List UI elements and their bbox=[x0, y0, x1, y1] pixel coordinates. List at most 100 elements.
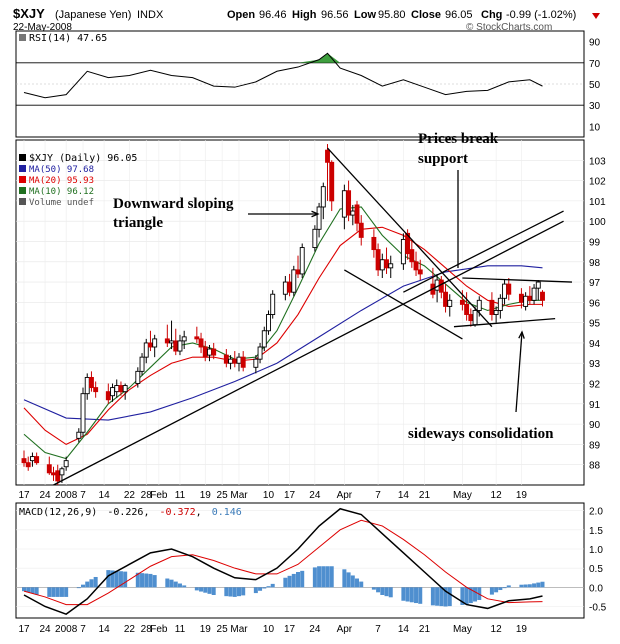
legend-entry: MA(50) 97.68 bbox=[29, 165, 94, 175]
rsi-tick-label: 50 bbox=[589, 80, 601, 91]
macd-sep-2: , bbox=[196, 507, 202, 518]
macd-hist-value: 0.146 bbox=[212, 507, 242, 518]
trendline-consolidation-top bbox=[462, 277, 573, 283]
macd-hist-bar bbox=[464, 587, 469, 605]
macd-hist-bar bbox=[211, 587, 216, 595]
x-tick-label: 17 bbox=[284, 490, 296, 501]
macd-tick-label: 0.5 bbox=[589, 564, 603, 575]
annotation-break: Prices break support bbox=[418, 131, 502, 167]
macd-hist-bar bbox=[371, 587, 376, 590]
candle-down bbox=[118, 385, 124, 393]
x-tick-label-bottom: 24 bbox=[309, 624, 321, 635]
candle-down bbox=[346, 190, 352, 216]
candle-up bbox=[84, 376, 90, 395]
macd-value: -0.226 bbox=[107, 507, 143, 518]
macd-hist-bar bbox=[199, 587, 204, 592]
macd-hist-bar bbox=[498, 587, 503, 591]
macd-hist-bar bbox=[270, 583, 275, 588]
x-tick-label: 7 bbox=[80, 490, 86, 501]
price-tick-label: 98 bbox=[589, 258, 601, 269]
candle-up bbox=[535, 281, 541, 289]
arrow-consolidation bbox=[515, 331, 523, 413]
x-tick-label: 19 bbox=[516, 490, 528, 501]
macd-hist-bar bbox=[182, 585, 187, 588]
legend-swatch bbox=[19, 187, 26, 194]
macd-hist-bar bbox=[140, 573, 145, 588]
candle-up bbox=[143, 342, 149, 358]
candle-up bbox=[59, 468, 65, 476]
legend-swatch bbox=[19, 154, 26, 161]
candle-up bbox=[291, 269, 297, 293]
macd-signal-line bbox=[23, 519, 543, 606]
x-tick-label-bottom: Mar bbox=[230, 624, 248, 635]
macd-hist-bar bbox=[527, 584, 532, 588]
macd-hist-bar bbox=[435, 587, 440, 606]
macd-tick-label: 2.0 bbox=[589, 507, 603, 518]
macd-hist-bar bbox=[287, 575, 292, 588]
macd-hist-bar bbox=[30, 587, 35, 594]
x-tick-label: 2008 bbox=[55, 490, 78, 501]
price-panel: 103 102 101 100 99 98 97 96 95 94 93 92 91 90 89 88 bbox=[16, 140, 606, 486]
candle-down bbox=[325, 149, 330, 163]
macd-hist-bar bbox=[22, 587, 26, 592]
price-tick-label: 88 bbox=[589, 461, 601, 472]
legend-swatch bbox=[19, 165, 26, 172]
candle-up bbox=[110, 387, 115, 397]
macd-hist-bar bbox=[350, 575, 355, 588]
price-tick-label: 96 bbox=[589, 298, 601, 309]
macd-hist-bar bbox=[380, 587, 385, 595]
x-tick-label-bottom: 17 bbox=[284, 624, 296, 635]
macd-hist-bar bbox=[173, 581, 178, 588]
macd-hist-bar bbox=[291, 573, 296, 588]
candle-up bbox=[207, 348, 212, 356]
candle-up bbox=[379, 259, 385, 271]
candle-down bbox=[540, 291, 545, 301]
candle-down bbox=[384, 259, 389, 269]
macd-tick-label: -0.5 bbox=[589, 603, 607, 614]
ma50-line bbox=[23, 265, 543, 421]
x-tick-label-bottom: 24 bbox=[40, 624, 52, 635]
candle-down bbox=[358, 222, 364, 238]
legend-entry: $XJY (Daily) 96.05 bbox=[29, 153, 137, 164]
macd-hist-bar bbox=[325, 566, 330, 588]
candle-down bbox=[438, 279, 444, 293]
macd-hist-bar bbox=[405, 587, 410, 602]
chart-date: 22-May-2008 bbox=[13, 22, 72, 33]
rsi-tick-label: 10 bbox=[589, 122, 601, 133]
rsi-tick-label: 70 bbox=[589, 59, 601, 70]
chg-label: Chg bbox=[481, 9, 502, 21]
macd-hist-bar bbox=[232, 587, 237, 597]
macd-hist-bar bbox=[106, 570, 111, 588]
macd-hist-bar bbox=[89, 579, 94, 588]
x-tick-label: 24 bbox=[40, 490, 52, 501]
annotation-consolidation: sideways consolidation bbox=[408, 426, 554, 442]
candle-down bbox=[295, 269, 301, 275]
open-value: 96.46 bbox=[259, 9, 287, 21]
macd-hist-bar bbox=[346, 572, 351, 588]
price-tick-label: 97 bbox=[589, 278, 601, 289]
price-tick-label: 94 bbox=[589, 339, 601, 350]
price-tick-label: 103 bbox=[589, 156, 606, 167]
rsi-line bbox=[23, 52, 543, 99]
candle-down bbox=[46, 464, 52, 474]
macd-hist-bar bbox=[376, 587, 381, 593]
candle-up bbox=[400, 238, 406, 265]
instrument-name: (Japanese Yen) bbox=[55, 9, 131, 21]
x-tick-label: 14 bbox=[99, 490, 111, 501]
legend-swatch bbox=[19, 198, 26, 205]
x-tick-label-bottom: 2008 bbox=[55, 624, 78, 635]
candle-up bbox=[152, 338, 158, 348]
candle-up bbox=[63, 460, 69, 468]
candle-up bbox=[181, 336, 187, 342]
open-label: Open bbox=[227, 9, 255, 21]
macd-hist-bar bbox=[55, 587, 60, 597]
macd-hist-bar bbox=[418, 587, 423, 604]
macd-hist-bar bbox=[296, 572, 300, 588]
price-tick-label: 99 bbox=[589, 237, 601, 248]
x-tick-label: 28 bbox=[141, 490, 153, 501]
candle-down bbox=[464, 303, 470, 315]
macd-hist-bar bbox=[506, 585, 511, 588]
macd-hist-bar bbox=[224, 587, 229, 597]
candle-down bbox=[417, 269, 423, 275]
